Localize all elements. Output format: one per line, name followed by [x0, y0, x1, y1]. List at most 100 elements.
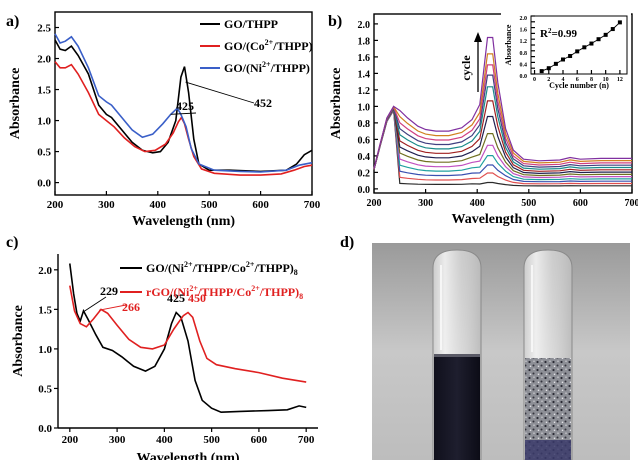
spectrum-line [373, 108, 632, 187]
spectrum-line [373, 107, 632, 179]
annotation-pointer [83, 296, 107, 313]
y-tick-label: 1.2 [358, 86, 371, 97]
inset-annotation-text: R [540, 28, 549, 40]
spectrum-line [373, 64, 632, 169]
x-axis-label: Cycle number (n) [549, 81, 609, 90]
x-tick-label: 400 [150, 199, 167, 211]
x-tick-label: 300 [98, 199, 115, 211]
x-tick-label: 600 [573, 198, 588, 209]
spectrum-line [373, 53, 632, 169]
x-tick-label: 300 [109, 434, 126, 446]
spectrum-line [373, 106, 632, 175]
spectrum-line [373, 100, 632, 172]
inset-point [568, 54, 573, 59]
series-line [54, 33, 313, 173]
legend-superscript: 2+ [189, 284, 198, 293]
x-tick-label: 2 [547, 77, 550, 83]
inset-point [582, 45, 587, 50]
x-tick-label: 600 [251, 434, 268, 446]
annotation-pointer [185, 81, 255, 104]
y-tick-label: 2.5 [37, 23, 51, 35]
plot-frame [54, 11, 313, 196]
y-tick-label: 2.0 [520, 16, 528, 22]
y-tick-label: 2.0 [38, 265, 52, 277]
y-axis-label: Absorbance [11, 305, 26, 377]
inset-point [617, 20, 622, 25]
panel-label-d: d) [340, 234, 354, 251]
legend-text: /THPP) [253, 261, 293, 275]
legend-text: GO/(Ni [224, 61, 263, 75]
x-tick-label: 700 [304, 199, 321, 211]
x-tick-label: 4 [562, 77, 565, 83]
legend-superscript: 2+ [265, 38, 274, 47]
x-tick-label: 12 [617, 77, 623, 83]
x-tick-label: 400 [470, 198, 485, 209]
legend-entry: GO/(Ni2+/THPP) [224, 60, 310, 75]
y-axis-label: Absorbance [329, 68, 344, 140]
spectrum-line [373, 74, 632, 170]
x-axis-label: Wavelength (nm) [136, 451, 239, 460]
legend-subscript: 8 [294, 268, 298, 277]
y-tick-label: 0.2 [358, 168, 371, 179]
y-tick-label: 0.8 [520, 51, 528, 57]
annotation-label: 425 [176, 99, 194, 113]
spectrum-line [373, 107, 632, 183]
x-tick-label: 8 [590, 77, 593, 83]
x-tick-label: 700 [625, 198, 638, 209]
inset-point [596, 37, 601, 42]
panel-label-a: a) [6, 13, 19, 30]
annotation-pointer [99, 304, 127, 311]
y-tick-label: 1.0 [358, 102, 371, 113]
y-tick-label: 0.5 [37, 147, 51, 159]
y-axis-label: Absorbance [8, 68, 23, 140]
series-line [54, 61, 313, 176]
spectrum-line [373, 107, 632, 177]
chart-b-inset: 0246810120.00.20.40.60.81.01.21.41.61.82… [501, 12, 631, 96]
annotation-label: 452 [254, 96, 272, 110]
x-tick-label: 500 [203, 434, 220, 446]
x-tick-label: 10 [603, 77, 609, 83]
spectrum-line [373, 108, 632, 185]
inset-background [501, 12, 631, 96]
y-tick-label: 2.0 [37, 54, 51, 66]
cycle-arrow-label: cycle [459, 55, 473, 81]
y-axis-label: Absorbance [504, 24, 513, 65]
y-tick-label: 1.2 [520, 39, 528, 45]
y-tick-label: 0.8 [358, 119, 371, 130]
y-tick-label: 1.5 [38, 304, 52, 316]
legend-text: GO/THPP [224, 17, 278, 31]
y-tick-label: 1.4 [358, 69, 371, 80]
legend-superscript: 2+ [262, 60, 271, 69]
legend-entry: rGO/(Ni2+/THPP/Co2+/THPP)8 [146, 284, 303, 301]
legend-text: /THPP) [270, 61, 310, 75]
y-tick-label: 0.6 [358, 135, 371, 146]
legend-subscript: 8 [299, 292, 303, 301]
chart-a: 200 300 400 500 600 700 0.0 0.5 1.0 1.5 2.0 2.5 Wave… [8, 11, 321, 229]
inset-annotation: R2=0.99 [540, 27, 577, 40]
y-tick-label: 1.8 [358, 36, 371, 47]
annotation-pointer [170, 112, 197, 115]
inset-point [589, 41, 594, 46]
y-tick-label: 1.0 [38, 344, 52, 356]
inset-point [561, 57, 565, 62]
y-tick-label: 1.6 [520, 28, 528, 34]
inset-annotation-text: =0.99 [551, 28, 577, 40]
legend-text: rGO/(Ni [146, 285, 190, 299]
x-tick-label: 6 [576, 77, 579, 83]
inset-point [575, 49, 580, 54]
legend-entry: GO/(Co2+/THPP) [224, 38, 313, 53]
x-tick-label: 0 [533, 77, 536, 83]
chart-c: 200 300 400 500 600 700 0.0 0.5 1.0 1.5 2.0 Wavelen… [11, 254, 318, 460]
legend-text: GO/(Ni [146, 261, 185, 275]
vial-left [432, 249, 482, 460]
y-tick-label: 0.5 [38, 383, 52, 395]
annotation-label: 266 [122, 300, 140, 314]
panel-label-c: c) [6, 234, 18, 251]
x-tick-label: 700 [298, 434, 315, 446]
legend-superscript: 2+ [184, 260, 193, 269]
annotation-label: 450 [188, 291, 206, 305]
inset-point [546, 66, 551, 71]
inset-point [610, 27, 615, 32]
inset-annotation-superscript: 2 [548, 27, 552, 35]
